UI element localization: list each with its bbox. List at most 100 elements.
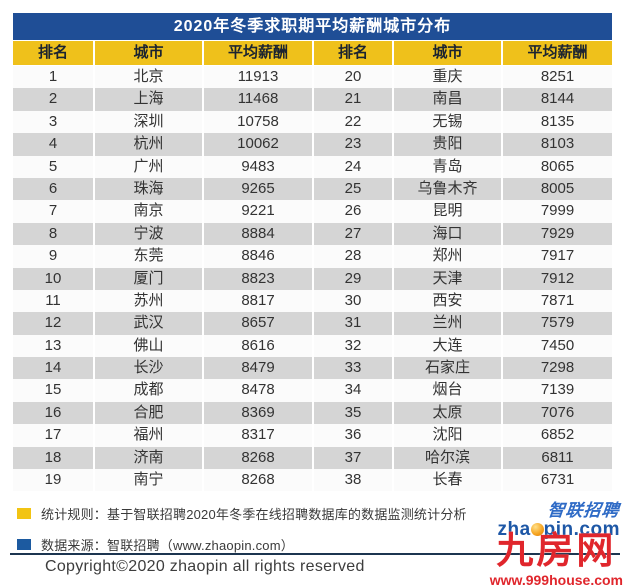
salary-cell-right: 7579 — [501, 312, 612, 335]
yellow-swatch-icon — [17, 508, 31, 519]
column-header-city-right: 城市 — [392, 41, 501, 65]
table-row: 8 宁波 8884 27 海口 7929 — [13, 222, 612, 246]
rank-cell-left: 4 — [48, 135, 58, 153]
rank-cell-right: 20 — [312, 66, 392, 89]
salary-cell-right: 7450 — [501, 334, 612, 358]
table-title: 2020年冬季求职期平均薪酬城市分布 — [13, 13, 612, 41]
city-cell-left: 合肥 — [93, 401, 202, 425]
salary-cell-right: 7871 — [501, 289, 612, 313]
salary-cell-left: 8478 — [202, 379, 312, 402]
rank-cell-right: 24 — [312, 155, 392, 178]
salary-cell-right: 7139 — [501, 379, 612, 402]
salary-cell-left: 9265 — [202, 177, 312, 201]
city-cell-left: 南宁 — [93, 469, 202, 492]
zhaopin-logo-dot-icon — [530, 523, 544, 536]
zhaopin-brand-text: 智联招聘 — [547, 501, 621, 520]
table-header-row: 排名 城市 平均薪酬 排名 城市 平均薪酬 — [13, 41, 612, 66]
rank-cell-right: 28 — [312, 245, 392, 268]
salary-table-panel: 2020年冬季求职期平均薪酬城市分布 排名 城市 平均薪酬 排名 城市 平均薪酬… — [13, 13, 612, 492]
rank-cell-right: 26 — [312, 200, 392, 223]
data-source-text: 数据来源：智联招聘（www.zhaopin.com） — [41, 538, 294, 553]
rank-cell-left: 13 — [44, 336, 62, 354]
footer-legend: 统计规则：基于智联招聘2020年冬季在线招聘数据库的数据监测统计分析 数据来源：… — [17, 504, 467, 566]
salary-cell-left: 11468 — [202, 88, 312, 111]
city-cell-left: 济南 — [93, 446, 202, 470]
city-cell-left: 福州 — [93, 424, 202, 447]
city-cell-left: 厦门 — [93, 267, 202, 290]
salary-cell-right: 7999 — [501, 200, 612, 223]
rank-cell-right: 21 — [312, 88, 392, 111]
zhaopin-domain-suffix: pin.com — [543, 519, 620, 540]
table-row: 1 北京 11913 20 重庆 8251 — [13, 66, 612, 89]
city-cell-right: 海口 — [392, 222, 501, 246]
rank-cell-right: 25 — [312, 177, 392, 201]
city-cell-right: 大连 — [392, 334, 501, 358]
city-cell-right: 贵阳 — [392, 133, 501, 156]
city-cell-left: 南京 — [93, 200, 202, 223]
table-row: 15 成都 8478 34 烟台 7139 — [13, 379, 612, 402]
salary-cell-left: 10062 — [202, 133, 312, 156]
salary-cell-left: 8616 — [202, 334, 312, 358]
zhaopin-domain-prefix: zha — [497, 519, 531, 540]
salary-cell-right: 8135 — [501, 110, 612, 134]
city-cell-left: 东莞 — [93, 245, 202, 268]
salary-cell-left: 11913 — [202, 66, 312, 89]
table-body: 1 北京 11913 20 重庆 8251 2 上海 11468 21 南昌 8… — [13, 66, 612, 492]
rank-cell-left: 7 — [48, 202, 58, 220]
salary-cell-left: 8268 — [202, 469, 312, 492]
watermark-name: 九房网 — [496, 530, 617, 571]
rank-cell-left: 12 — [44, 314, 62, 332]
salary-cell-left: 10758 — [202, 110, 312, 134]
salary-cell-right: 6731 — [501, 469, 612, 492]
column-header-salary-left: 平均薪酬 — [202, 41, 312, 65]
rank-cell-left: 18 — [44, 448, 62, 466]
rank-cell-left: 14 — [44, 359, 62, 377]
city-cell-left: 佛山 — [93, 334, 202, 358]
city-cell-left: 深圳 — [93, 110, 202, 134]
table-row: 5 广州 9483 24 青岛 8065 — [13, 155, 612, 178]
rank-cell-right: 33 — [312, 357, 392, 380]
salary-cell-right: 8065 — [501, 155, 612, 178]
rank-cell-left: 15 — [44, 381, 62, 399]
rank-cell-right: 23 — [312, 133, 392, 156]
city-cell-left: 宁波 — [93, 222, 202, 246]
city-cell-right: 郑州 — [392, 245, 501, 268]
rank-cell-right: 22 — [312, 110, 392, 134]
city-cell-left: 杭州 — [93, 133, 202, 156]
salary-cell-right: 7917 — [501, 245, 612, 268]
zhaopin-logo: 智联招聘 zha pin.com — [497, 501, 621, 540]
rank-cell-left: 8 — [48, 224, 58, 242]
city-cell-right: 重庆 — [392, 66, 501, 89]
legend-item-data-source: 数据来源：智联招聘（www.zhaopin.com） — [17, 535, 467, 554]
table-row: 14 长沙 8479 33 石家庄 7298 — [13, 357, 612, 380]
legend-item-statistics-rule: 统计规则：基于智联招聘2020年冬季在线招聘数据库的数据监测统计分析 — [17, 504, 467, 523]
column-header-rank-left: 排名 — [37, 44, 68, 61]
rank-cell-right: 38 — [312, 469, 392, 492]
city-cell-left: 成都 — [93, 379, 202, 402]
salary-cell-left: 8884 — [202, 222, 312, 246]
rank-cell-left: 1 — [48, 68, 58, 85]
table-row: 3 深圳 10758 22 无锡 8135 — [13, 110, 612, 134]
rank-cell-left: 16 — [44, 403, 62, 421]
rank-cell-right: 37 — [312, 446, 392, 470]
city-cell-right: 烟台 — [392, 379, 501, 402]
salary-cell-left: 9483 — [202, 155, 312, 178]
city-cell-right: 天津 — [392, 267, 501, 290]
salary-cell-left: 8268 — [202, 446, 312, 470]
rank-cell-right: 35 — [312, 401, 392, 425]
blue-swatch-icon — [17, 539, 31, 550]
table-row: 10 厦门 8823 29 天津 7912 — [13, 267, 612, 290]
city-cell-left: 上海 — [93, 88, 202, 111]
table-row: 18 济南 8268 37 哈尔滨 6811 — [13, 446, 612, 470]
rank-cell-left: 17 — [44, 426, 62, 444]
city-cell-left: 武汉 — [93, 312, 202, 335]
rank-cell-left: 5 — [48, 157, 58, 175]
statistics-rule-text: 统计规则：基于智联招聘2020年冬季在线招聘数据库的数据监测统计分析 — [41, 507, 467, 522]
table-row: 4 杭州 10062 23 贵阳 8103 — [13, 133, 612, 156]
city-cell-right: 兰州 — [392, 312, 501, 335]
salary-cell-right: 8103 — [501, 133, 612, 156]
table-row: 12 武汉 8657 31 兰州 7579 — [13, 312, 612, 335]
rank-cell-left: 9 — [48, 247, 58, 265]
table-row: 19 南宁 8268 38 长春 6731 — [13, 469, 612, 492]
salary-cell-right: 8144 — [501, 88, 612, 111]
